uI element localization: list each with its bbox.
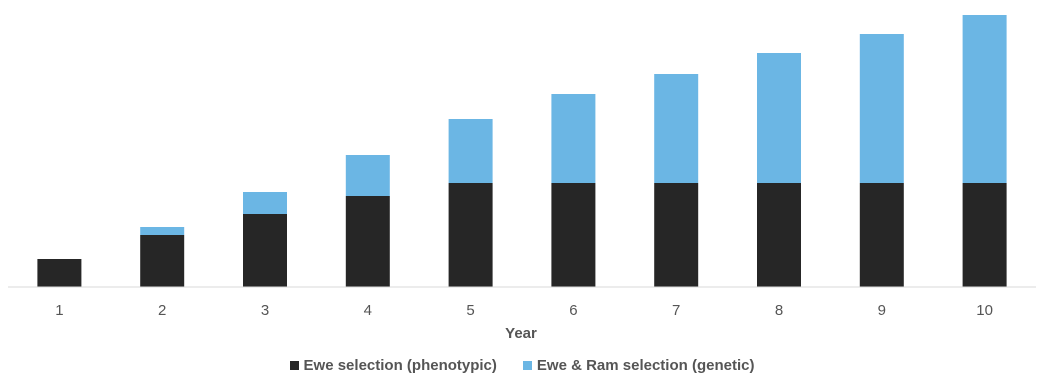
x-tick-label: 6: [569, 302, 577, 319]
bar-ewe-year-8: [757, 183, 801, 287]
x-axis-title: Year: [505, 325, 537, 342]
bar-ewe-ram-year-8: [757, 53, 801, 183]
bar-ewe-year-3: [243, 214, 287, 287]
bar-ewe-year-2: [140, 235, 185, 287]
x-tick-label: 8: [775, 302, 783, 319]
x-tick-label: 7: [672, 302, 680, 319]
x-tick-label: 3: [261, 302, 269, 319]
bar-ewe-ram-year-3: [243, 192, 287, 214]
legend-label-ewe-ram: Ewe & Ram selection (genetic): [536, 356, 755, 374]
legend-swatch-ewe-ram: [522, 360, 532, 370]
bar-ewe-year-4: [345, 196, 390, 287]
legend-item-ewe-ram: Ewe & Ram selection (genetic): [522, 356, 755, 374]
bar-ewe-ram-year-5: [448, 119, 493, 183]
bar-ewe-ram-year-9: [859, 34, 904, 183]
bar-ewe-year-6: [551, 183, 596, 287]
legend-swatch-ewe: [289, 360, 299, 370]
bar-ewe-ram-year-2: [140, 227, 185, 235]
bar-ewe-ram-year-6: [551, 94, 596, 183]
bar-ewe-ram-year-7: [654, 74, 699, 183]
bars-group: [37, 15, 1007, 287]
x-tick-label: 10: [976, 302, 993, 319]
bar-ewe-year-1: [37, 259, 82, 287]
x-tick-label: 1: [55, 302, 63, 319]
bar-ewe-year-7: [654, 183, 699, 287]
bar-ewe-year-10: [962, 183, 1007, 287]
x-tick-label: 4: [364, 302, 372, 319]
bar-ewe-year-5: [448, 183, 493, 287]
legend-label-ewe: Ewe selection (phenotypic): [303, 356, 497, 374]
bar-ewe-ram-year-10: [962, 15, 1007, 183]
bar-chart: 1 2 3 4 5 6 7 8 9 10 Year: [8, 15, 1036, 342]
x-tick-label: 5: [466, 302, 474, 319]
legend: Ewe selection (phenotypic) Ewe & Ram sel…: [0, 354, 1044, 376]
x-tick-label: 9: [878, 302, 886, 319]
x-tick-labels: 1 2 3 4 5 6 7 8 9 10: [55, 302, 993, 319]
bar-ewe-year-9: [859, 183, 904, 287]
x-tick-label: 2: [158, 302, 166, 319]
bar-ewe-ram-year-4: [345, 155, 390, 196]
legend-item-ewe: Ewe selection (phenotypic): [289, 356, 497, 374]
